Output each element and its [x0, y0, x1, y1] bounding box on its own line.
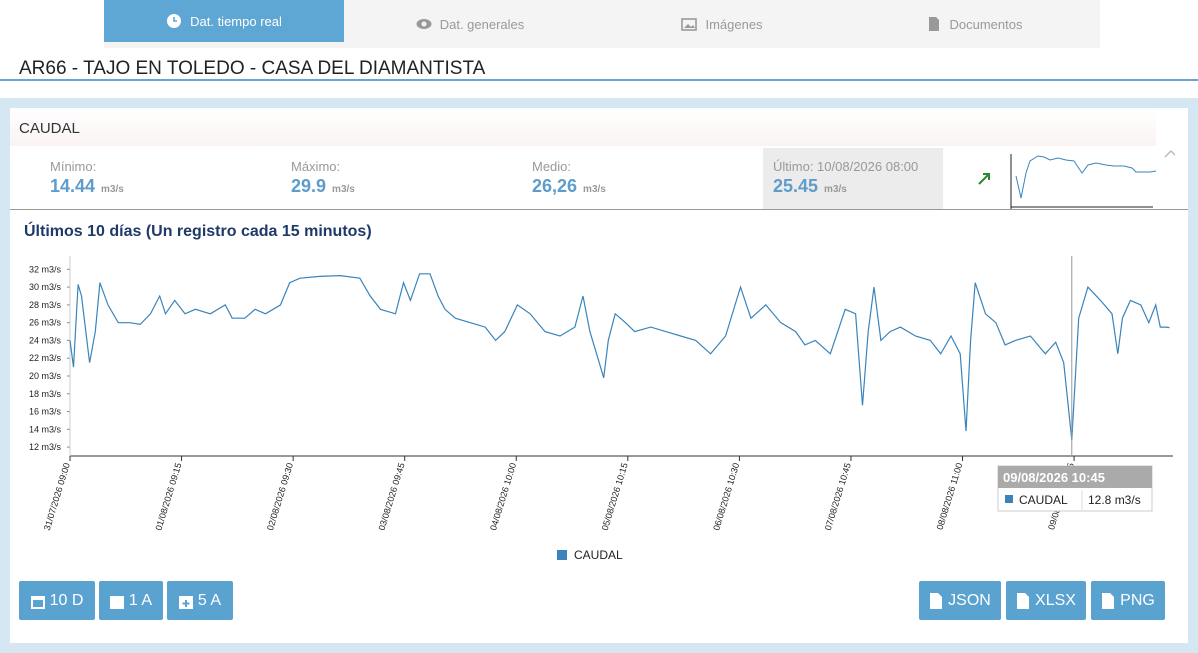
export-button[interactable]: JSON [919, 581, 1001, 620]
button-label: 10 D [49, 591, 84, 609]
y-tick-label: 12 m3/s [29, 442, 62, 452]
y-tick-label: 14 m3/s [29, 424, 62, 434]
tooltip-title: 09/08/2026 10:45 [1003, 470, 1105, 485]
tab-label: Imágenes [705, 16, 763, 32]
button-label: JSON [948, 591, 991, 609]
eye-icon [416, 19, 432, 29]
stat-unit: m3/s [332, 184, 355, 195]
y-tick-label: 30 m3/s [29, 282, 62, 292]
button-label: XLSX [1035, 591, 1076, 609]
range-button[interactable]: 1 A [99, 581, 163, 620]
file-icon [1017, 592, 1030, 609]
stat-unit: m3/s [824, 184, 847, 195]
x-tick-label: 02/08/2026 09:30 [265, 462, 295, 532]
stat: Máximo: 29.9 m3/s [281, 148, 461, 209]
stat-unit: m3/s [583, 184, 606, 195]
station-title: AR66 - TAJO EN TOLEDO - CASA DEL DIAMANT… [19, 58, 486, 79]
panel-title: CAUDAL [19, 120, 80, 137]
calendar-plus-icon [178, 595, 193, 609]
tab-label: Dat. generales [439, 16, 525, 32]
x-tick-label: 31/07/2026 09:00 [42, 462, 72, 532]
tooltip-value: 12.8 m3/s [1088, 493, 1141, 507]
stat: Mínimo: 14.44 m3/s [40, 148, 220, 209]
y-tick-label: 20 m3/s [29, 371, 62, 381]
panel: CAUDAL Mínimo: 14.44 m3/s Máximo: 29.9 m3/s … [10, 108, 1188, 643]
y-tick-label: 26 m3/s [29, 318, 62, 328]
title-underline [0, 79, 1198, 81]
stat-label: Mínimo: [50, 159, 97, 174]
stat-label: Medio: [532, 159, 572, 174]
x-tick-label: 04/08/2026 10:00 [488, 462, 518, 532]
button-label: PNG [1120, 591, 1155, 609]
tooltip-swatch [1005, 495, 1013, 503]
panel-header: CAUDAL [10, 108, 1156, 146]
button-label: 1 A [128, 591, 153, 609]
file-icon [1102, 592, 1115, 609]
button-label: 5 A [197, 591, 222, 609]
legend-label: CAUDAL [574, 548, 623, 562]
tooltip-series: CAUDAL [1019, 493, 1068, 507]
x-tick-label: 08/08/2026 11:00 [935, 462, 965, 531]
image-icon [681, 18, 698, 31]
clock-icon [167, 14, 182, 28]
y-tick-label: 16 m3/s [29, 407, 62, 417]
tab-label: Dat. tiempo real [190, 13, 282, 29]
stat-label: Último: 10/08/2026 08:00 [773, 159, 919, 174]
tab-label: Documentos [949, 16, 1023, 32]
stat-value: 29.9 [291, 176, 327, 196]
y-tick-label: 32 m3/s [29, 264, 62, 274]
stat-last: Último: 10/08/2026 08:00 25.45 m3/s [763, 148, 943, 209]
x-tick-label: 05/08/2026 10:15 [600, 462, 630, 532]
stat: Medio: 26,26 m3/s [522, 148, 702, 209]
x-tick-label: 06/08/2026 10:30 [711, 462, 741, 532]
export-button[interactable]: PNG [1091, 581, 1165, 620]
range-button[interactable]: 5 A [167, 581, 233, 620]
chart-title: Últimos 10 días (Un registro cada 15 min… [24, 221, 372, 240]
y-tick-label: 24 m3/s [29, 335, 62, 345]
tooltip: 09/08/2026 10:45 CAUDAL 12.8 m3/s [997, 465, 1153, 512]
divider [10, 209, 1188, 210]
chart: Últimos 10 días (Un registro cada 15 min… [24, 221, 1173, 562]
file-icon [930, 592, 943, 609]
tab[interactable]: Dat. generales [344, 0, 596, 48]
x-tick-label: 07/08/2026 10:45 [823, 462, 853, 532]
y-tick-label: 18 m3/s [29, 389, 62, 399]
x-tick-label: 03/08/2026 09:45 [377, 462, 407, 532]
export-button[interactable]: XLSX [1006, 581, 1086, 620]
y-tick-label: 22 m3/s [29, 353, 62, 363]
series-line [69, 273, 1170, 441]
stat-label: Máximo: [291, 159, 341, 174]
stat-unit: m3/s [101, 184, 124, 195]
y-tick-label: 28 m3/s [29, 300, 62, 310]
tab[interactable]: Documentos [848, 0, 1100, 48]
calendar-icon [30, 595, 45, 609]
tab-bar: Dat. tiempo real Dat. generales Imágenes… [104, 0, 1100, 48]
stat-value: 25.45 [773, 176, 819, 196]
x-tick-label: 01/08/2026 09:15 [153, 462, 183, 532]
calendar-icon [109, 595, 124, 609]
stat-value: 26,26 [532, 176, 578, 196]
legend-swatch [557, 550, 567, 560]
tab[interactable]: Dat. tiempo real [104, 0, 344, 42]
tooltip-header [998, 466, 1152, 488]
range-button[interactable]: 10 D [19, 581, 95, 620]
sparkline [978, 149, 1175, 209]
stat-value: 14.44 [50, 176, 96, 196]
document-icon [928, 17, 939, 31]
tab[interactable]: Imágenes [596, 0, 848, 48]
